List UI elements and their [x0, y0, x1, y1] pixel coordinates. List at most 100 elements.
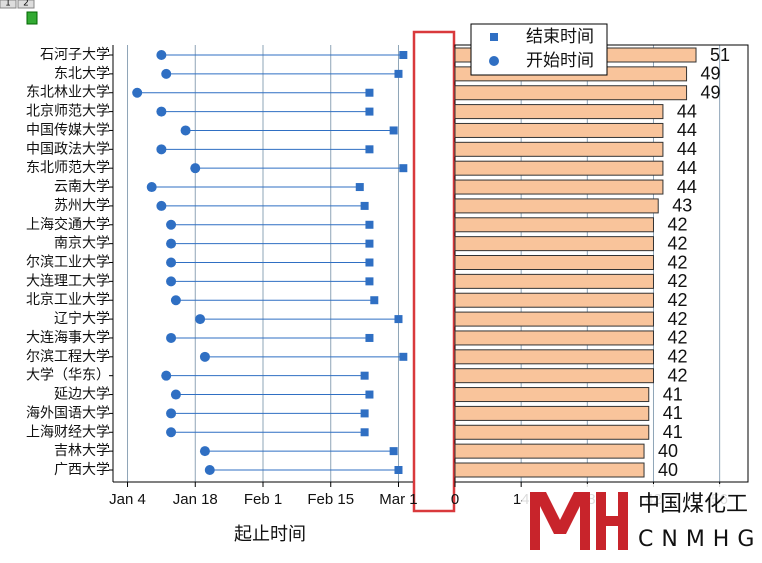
y-tick-label: 大连理工大学: [26, 273, 110, 289]
end-marker: [389, 447, 398, 456]
y-tick-label: 大连海事大学: [26, 330, 110, 346]
start-marker: [156, 50, 167, 60]
bar-value-label: 42: [667, 365, 687, 385]
bar-value-label: 42: [667, 271, 687, 291]
y-tick-label: 东北林业大学: [26, 85, 110, 101]
y-tick-label: 吉林大学: [54, 443, 110, 459]
toolbar: 1 2: [0, 0, 38, 25]
lock-icon[interactable]: [26, 11, 38, 25]
y-tick-label: 石河子大学: [40, 47, 110, 63]
bar-value-label: 44: [677, 158, 697, 178]
bar: [454, 311, 654, 327]
bar-value-label: 41: [663, 384, 683, 404]
y-tick-label: 东北大学: [54, 66, 110, 82]
bar: [454, 273, 654, 289]
bar: [454, 387, 650, 403]
end-marker: [355, 183, 364, 192]
y-tick-label: 东北师范大学: [26, 159, 110, 176]
bar-value-label: 42: [667, 252, 687, 272]
highlight-box: [412, 30, 456, 513]
x-tick-label: 0: [451, 491, 459, 508]
y-tick-label: 尔滨工业大学: [26, 255, 110, 271]
bar-value-label: 42: [667, 290, 687, 310]
toolbar-label: 1: [5, 0, 11, 9]
bar: [454, 236, 654, 252]
y-tick-label: 北京工业大学: [26, 292, 110, 308]
end-marker: [360, 409, 369, 418]
end-marker: [394, 315, 403, 324]
y-tick-label: 南京大学: [54, 236, 110, 252]
end-marker: [360, 201, 369, 210]
watermark-en: CNMHG: [638, 527, 762, 552]
end-marker: [365, 107, 374, 116]
bar: [454, 443, 645, 459]
end-marker: [394, 466, 403, 474]
start-marker: [161, 68, 172, 79]
start-marker: [166, 332, 177, 343]
y-tick-label: 延边大学: [54, 387, 110, 403]
bar-value-label: 40: [658, 441, 678, 461]
end-marker: [365, 239, 374, 248]
start-marker: [166, 276, 177, 287]
end-marker: [365, 333, 374, 342]
start-marker: [195, 314, 206, 325]
end-marker: [365, 277, 374, 286]
end-marker: [399, 352, 408, 361]
bar-value-label: 42: [667, 215, 687, 235]
bar-value-label: 49: [701, 64, 721, 84]
y-tick-label: 云南大学: [54, 179, 110, 195]
end-marker: [365, 145, 374, 154]
watermark: 中国煤化工 CNMHG: [522, 484, 762, 559]
bar-value-label: 44: [677, 139, 697, 159]
end-marker: [389, 126, 398, 135]
bar-value-label: 42: [667, 347, 687, 367]
bar-value-label: 42: [667, 233, 687, 253]
y-tick-label: 辽宁大学: [54, 310, 110, 327]
y-tick-label: 中国政法大学: [26, 141, 110, 157]
bar-value-label: 43: [672, 196, 692, 216]
y-tick-label: 广西大学: [54, 462, 110, 478]
start-marker: [166, 408, 177, 419]
legend-label: 结束时间: [526, 27, 594, 47]
toolbar-button[interactable]: [17, 0, 35, 9]
start-marker: [166, 257, 177, 268]
bar: [454, 122, 664, 138]
end-marker: [360, 371, 369, 380]
toolbar-button[interactable]: [0, 0, 17, 9]
legend-marker: [489, 56, 499, 66]
bar: [454, 198, 659, 214]
x-tick-label: Feb 1: [244, 491, 282, 508]
end-marker: [394, 69, 403, 78]
bar-value-label: 44: [677, 101, 697, 121]
x-tick-label: Jan 18: [173, 491, 218, 508]
end-marker: [365, 88, 374, 97]
start-marker: [180, 125, 191, 136]
bar-value-label: 42: [667, 309, 687, 329]
bar-value-label: 41: [663, 422, 683, 442]
watermark-logo: [530, 492, 628, 550]
bar: [454, 330, 654, 346]
start-marker: [161, 370, 172, 381]
legend-label: 开始时间: [526, 51, 594, 71]
start-marker: [204, 465, 215, 475]
bar-value-label: 44: [677, 120, 697, 140]
bar: [454, 255, 654, 270]
bar: [454, 462, 645, 478]
bar: [454, 292, 654, 308]
y-tick-label: 海外国语大学: [26, 405, 110, 421]
start-marker: [132, 87, 143, 98]
bar: [454, 141, 664, 157]
start-marker: [146, 182, 157, 193]
end-marker: [370, 296, 379, 305]
x-axis-title: 起止时间: [234, 524, 306, 545]
start-marker: [166, 219, 177, 230]
start-marker: [156, 144, 167, 155]
start-marker: [156, 200, 167, 211]
bar-value-label: 42: [667, 328, 687, 348]
bar: [454, 217, 654, 233]
end-marker: [399, 164, 408, 173]
start-marker: [170, 389, 181, 400]
x-tick-label: Mar 1: [379, 491, 417, 508]
bar-value-label: 41: [663, 403, 683, 423]
end-marker: [365, 258, 374, 267]
